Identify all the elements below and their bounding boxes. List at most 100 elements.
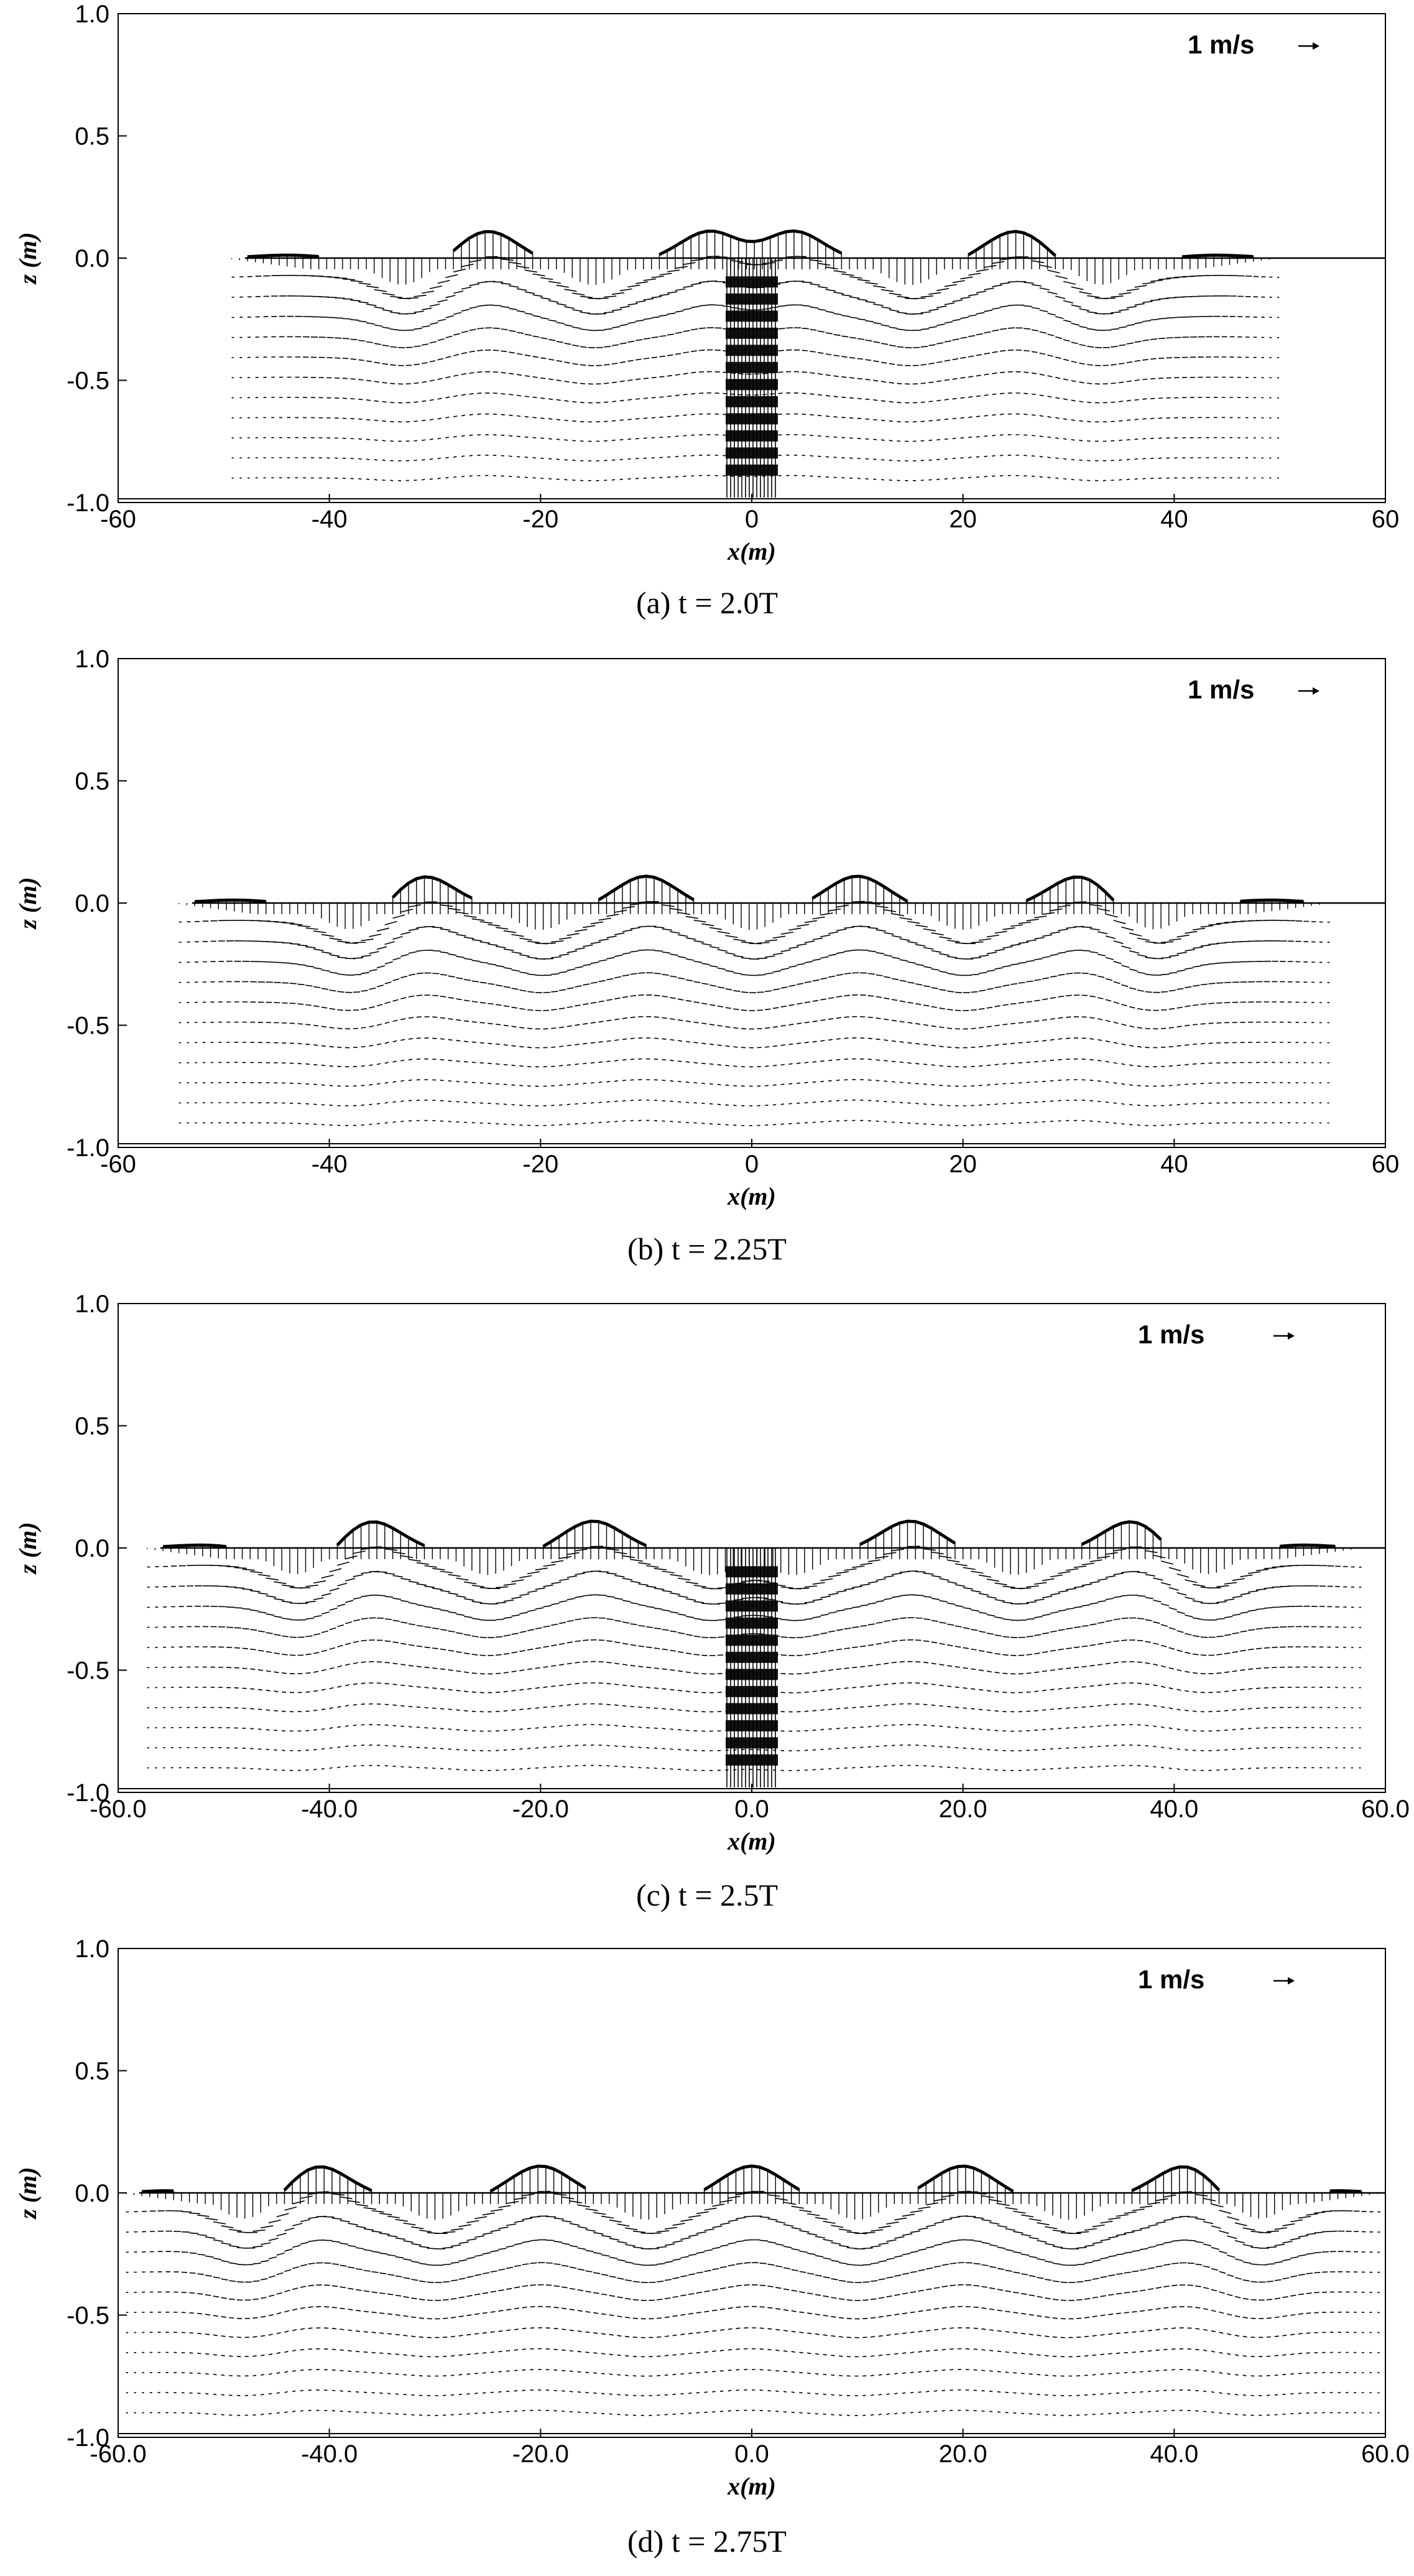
axes: -60.0 -40.0 -20.0 0.0 20.0 40.0 60.0 1.0 0.5 0.0 -…: [14, 1290, 1410, 1855]
reference-vector-arrowhead: [1313, 687, 1319, 695]
jet-vector-cluster: [726, 310, 778, 322]
x-tick-label: 20: [949, 506, 977, 533]
panel-b: -60 -40 -20 0 20 40 60 1.0 0.5 0.0 -0.5 -1.0 x(m) z (…: [0, 645, 1414, 1286]
surface-hatching: [147, 1521, 1360, 1575]
x-tick-label: 40.0: [1150, 1795, 1198, 1823]
y-tick-label: 0.5: [75, 768, 109, 795]
x-tick-label: -40.0: [301, 2440, 358, 2468]
y-tick-label: 1.0: [75, 1290, 109, 1318]
jet-vector-cluster: [726, 1703, 778, 1715]
y-tick-label: -0.5: [67, 1012, 109, 1040]
y-tick-label: 0.0: [75, 2180, 109, 2207]
vector-field-plot-d: -60.0 -40.0 -20.0 0.0 20.0 40.0 60.0 1.0 0.5 0.0 -…: [14, 1935, 1410, 2500]
x-tick-label: -20: [522, 1151, 558, 1178]
x-tick-label: -20: [522, 506, 558, 533]
jet-vector-cluster: [726, 413, 778, 425]
y-tick-label: 1.0: [75, 646, 109, 673]
y-axis-label: z (m): [14, 877, 42, 930]
jet-vector-cluster: [726, 1737, 778, 1749]
reference-vector-arrowhead: [1288, 1332, 1295, 1340]
y-tick-label: -1.0: [67, 1779, 109, 1807]
x-tick-label: 60.0: [1361, 2440, 1410, 2468]
y-tick-label: 0.5: [75, 2058, 109, 2085]
velocity-vectors: [147, 1545, 1362, 1771]
x-tick-label: -40: [312, 1151, 348, 1178]
x-tick-label: -60: [100, 1151, 136, 1178]
y-tick-label: -0.5: [67, 368, 109, 395]
y-tick-label: -1.0: [67, 2424, 109, 2452]
central-jet: [726, 258, 778, 498]
x-tick-label: 0: [745, 506, 759, 533]
vector-field-plot-c: -60.0 -40.0 -20.0 0.0 20.0 40.0 60.0 1.0 0.5 0.0 -…: [14, 1290, 1410, 1855]
jet-vector-cluster: [726, 1685, 778, 1697]
velocity-vectors: [126, 2190, 1380, 2416]
x-tick-label: -60: [100, 506, 136, 533]
x-tick-label: -60.0: [90, 1795, 146, 1823]
x-tick-label: -40: [312, 506, 348, 533]
velocity-vectors: [231, 256, 1280, 481]
x-tick-label: 40: [1160, 1151, 1188, 1178]
jet-vector-cluster: [726, 430, 778, 442]
x-axis-label: x(m): [727, 1827, 776, 1855]
y-tick-label: 0.5: [75, 1413, 109, 1440]
y-tick-label: -1.0: [67, 1134, 109, 1162]
y-tick-label: 1.0: [75, 1, 109, 28]
x-axis-label: x(m): [727, 1182, 776, 1210]
jet-vector-cluster: [726, 396, 778, 407]
wave-crest-outline: [247, 229, 1254, 259]
panel-a: -60 -40 -20 0 20 40 60 1.0 0.5 0.0 -0.5 -1.0 x(m) z (…: [0, 0, 1414, 641]
wave-crest-outline: [163, 1519, 1336, 1549]
vector-field-plot-a: -60 -40 -20 0 20 40 60 1.0 0.5 0.0 -0.5 -1.0 x(m) z (…: [14, 1, 1399, 565]
y-tick-label: 0.5: [75, 123, 109, 151]
velocity-field: [147, 1519, 1362, 1787]
reference-vector-arrowhead: [1288, 1977, 1295, 1985]
reference-vector-arrowhead: [1313, 42, 1319, 50]
jet-vector-cluster: [726, 361, 778, 373]
jet-vector-cluster: [726, 1720, 778, 1731]
y-axis-label: z (m): [14, 1522, 42, 1575]
x-tick-label: 60: [1372, 506, 1400, 533]
y-tick-label: -0.5: [67, 1657, 109, 1685]
jet-vectors: [726, 1548, 776, 1787]
y-axis-label: z (m): [14, 2167, 42, 2220]
y-tick-label: 0.0: [75, 1535, 109, 1562]
axes: -60.0 -40.0 -20.0 0.0 20.0 40.0 60.0 1.0 0.5 0.0 -…: [14, 1935, 1410, 2500]
x-tick-label: -20.0: [512, 2440, 569, 2468]
y-tick-label: 1.0: [75, 1935, 109, 1963]
axes: -60 -40 -20 0 20 40 60 1.0 0.5 0.0 -0.5 -1.0 x(m) z (…: [14, 1, 1399, 565]
surface-hatching: [126, 2166, 1378, 2220]
jet-vector-cluster: [726, 1669, 778, 1680]
axes: -60 -40 -20 0 20 40 60 1.0 0.5 0.0 -0.5 -1.0 x(m) z (…: [14, 646, 1399, 1210]
jet-vector-cluster: [726, 447, 778, 459]
x-tick-label: -60.0: [90, 2440, 146, 2468]
y-tick-label: 0.0: [75, 245, 109, 272]
jet-vector-cluster: [726, 1754, 778, 1766]
reference-vector-label: 1 m/s: [1138, 1965, 1204, 1994]
velocity-vectors: [178, 901, 1330, 1126]
x-tick-label: 0.0: [734, 2440, 769, 2468]
x-tick-label: -40.0: [301, 1795, 358, 1823]
x-tick-label: 60.0: [1361, 1795, 1410, 1823]
x-tick-label: 0.0: [734, 1795, 769, 1823]
y-axis-label: z (m): [14, 232, 42, 285]
reference-vector-label: 1 m/s: [1138, 1320, 1204, 1349]
panel-c: -60.0 -40.0 -20.0 0.0 20.0 40.0 60.0 1.0 0.5 0.0 -…: [0, 1290, 1414, 1931]
jet-vector-cluster: [726, 379, 778, 391]
panel-caption: (b) t = 2.25T: [627, 1231, 787, 1266]
jet-vector-cluster: [726, 464, 778, 476]
x-tick-label: 20.0: [939, 1795, 987, 1823]
jet-vector-cluster: [726, 1651, 778, 1663]
vector-field-plot-b: -60 -40 -20 0 20 40 60 1.0 0.5 0.0 -0.5 -1.0 x(m) z (…: [14, 646, 1399, 1210]
jet-vector-cluster: [726, 1566, 778, 1578]
wave-crest-outline: [142, 2164, 1362, 2194]
jet-vector-cluster: [726, 1583, 778, 1595]
panel-caption: (c) t = 2.5T: [635, 1878, 779, 1912]
x-tick-label: 60: [1372, 1151, 1400, 1178]
jet-vector-cluster: [726, 1617, 778, 1629]
central-jet: [726, 1548, 778, 1787]
jet-vector-cluster: [726, 1634, 778, 1646]
x-tick-label: 40: [1160, 506, 1188, 533]
jet-vectors: [726, 258, 776, 498]
jet-vector-cluster: [726, 345, 778, 356]
wave-crest-outline: [194, 874, 1304, 904]
